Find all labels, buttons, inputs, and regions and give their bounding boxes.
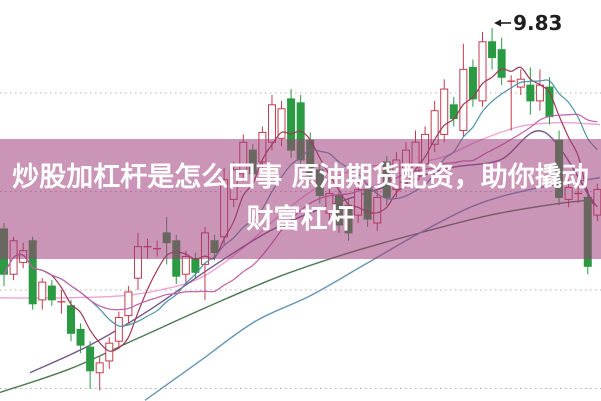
headline-band-overlay [0, 139, 601, 259]
headline: 炒股加杠杆是怎么回事 原油期货配资，助你撬动 财富杠杆 [0, 139, 601, 259]
peak-price-annotation: 9.83 [513, 10, 563, 35]
headline-line2: 财富杠杆 [246, 204, 355, 235]
headline-line1: 炒股加杠杆是怎么回事 原油期货配资，助你撬动 [12, 162, 589, 193]
